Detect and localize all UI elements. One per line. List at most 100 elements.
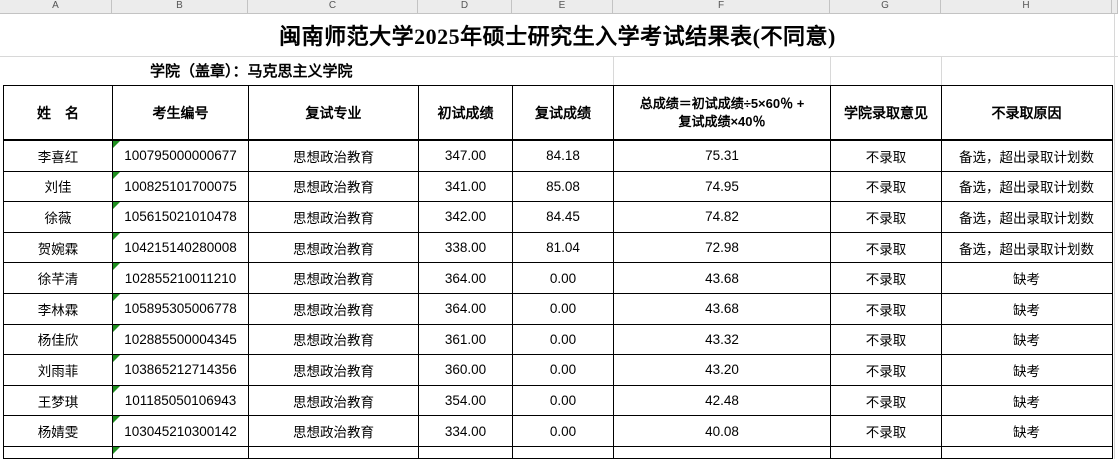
cell-college-opinion[interactable]: 不录取 [831, 263, 942, 293]
cell-reject-reason[interactable]: 缺考 [1013, 333, 1040, 349]
cell-major[interactable]: 思想政治教育 [249, 232, 419, 263]
cell-major[interactable]: 思想政治教育 [249, 293, 419, 324]
cell-reject-reason[interactable]: 缺考 [1013, 363, 1040, 379]
cell-retest-score[interactable]: 0.00 [513, 263, 614, 293]
header-retest-score[interactable]: 复试成绩 [513, 86, 614, 139]
cell-candidate-id[interactable]: 104215140280008 [113, 232, 249, 263]
cell-name[interactable]: 王梦琪 [4, 385, 113, 416]
header-initial-score[interactable]: 初试成绩 [419, 86, 513, 139]
cell-college-opinion[interactable] [831, 446, 942, 458]
column-header-e[interactable]: E [512, 0, 613, 13]
cell-total-score[interactable]: 43.20 [614, 355, 831, 385]
cell-college-opinion[interactable]: 不录取 [831, 141, 942, 171]
cell-candidate-id[interactable]: 100795000000677 [113, 141, 249, 171]
cell-major[interactable]: 思想政治教育 [249, 202, 419, 232]
cell-name[interactable] [4, 446, 113, 458]
cell-retest-score[interactable]: 0.00 [513, 385, 614, 416]
cell-college-opinion[interactable]: 不录取 [831, 385, 942, 416]
header-reject-reason[interactable]: 不录取原因 [991, 104, 1062, 121]
cell-total-score[interactable]: 72.98 [614, 232, 831, 263]
header-name[interactable]: 姓 名 [4, 86, 113, 139]
cell-total-score[interactable]: 75.31 [614, 141, 831, 171]
cell-name[interactable]: 杨婧雯 [4, 416, 113, 446]
cell-total-score[interactable]: 74.95 [614, 171, 831, 202]
cell-retest-score[interactable]: 85.08 [513, 171, 614, 202]
cell-candidate-id[interactable] [113, 446, 249, 458]
column-header-h[interactable]: H [941, 0, 1112, 13]
cell-name[interactable]: 贺婉霖 [4, 232, 113, 263]
cell-total-score[interactable]: 43.32 [614, 324, 831, 355]
cell-retest-score[interactable]: 84.45 [513, 202, 614, 232]
cell-retest-score[interactable]: 84.18 [513, 141, 614, 171]
cell-major[interactable]: 思想政治教育 [249, 324, 419, 355]
cell-major[interactable]: 思想政治教育 [249, 355, 419, 385]
cell-initial-score[interactable]: 361.00 [419, 324, 513, 355]
cell-reject-reason[interactable] [942, 447, 1111, 458]
cell-major[interactable]: 思想政治教育 [249, 141, 419, 171]
cell-retest-score[interactable]: 0.00 [513, 324, 614, 355]
cell-candidate-id[interactable]: 105895305006778 [113, 293, 249, 324]
cell-name[interactable]: 李喜红 [4, 141, 113, 171]
cell-college-opinion[interactable]: 不录取 [831, 232, 942, 263]
cell-college-opinion[interactable]: 不录取 [831, 293, 942, 324]
column-header-c[interactable]: C [248, 0, 418, 13]
cell-initial-score[interactable]: 347.00 [419, 141, 513, 171]
cell-major[interactable]: 思想政治教育 [249, 385, 419, 416]
header-candidate-id[interactable]: 考生编号 [113, 86, 249, 139]
cell-retest-score[interactable]: 0.00 [513, 293, 614, 324]
cell-major[interactable]: 思想政治教育 [249, 171, 419, 202]
cell-name[interactable]: 刘雨菲 [4, 355, 113, 385]
cell-major[interactable] [249, 446, 419, 458]
cell-retest-score[interactable]: 0.00 [513, 416, 614, 446]
column-header-a[interactable]: A [0, 0, 112, 13]
cell-college-opinion[interactable]: 不录取 [831, 416, 942, 446]
header-major[interactable]: 复试专业 [249, 86, 419, 139]
cell-total-score[interactable] [614, 446, 831, 458]
cell-candidate-id[interactable]: 102885500004345 [113, 324, 249, 355]
cell-retest-score[interactable] [513, 446, 614, 458]
cell-candidate-id[interactable]: 101185050106943 [113, 385, 249, 416]
cell-initial-score[interactable]: 364.00 [419, 293, 513, 324]
cell-initial-score[interactable]: 334.00 [419, 416, 513, 446]
cell-candidate-id[interactable]: 105615021010478 [113, 202, 249, 232]
cell-name[interactable]: 徐芊清 [4, 263, 113, 293]
column-header-f[interactable]: F [613, 0, 830, 13]
cell-reject-reason[interactable]: 备选，超出录取计划数 [959, 241, 1094, 257]
cell-reject-reason[interactable]: 备选，超出录取计划数 [959, 180, 1094, 196]
cell-total-score[interactable]: 74.82 [614, 202, 831, 232]
cell-major[interactable]: 思想政治教育 [249, 263, 419, 293]
cell-reject-reason[interactable]: 缺考 [1013, 394, 1040, 410]
cell-major[interactable]: 思想政治教育 [249, 416, 419, 446]
cell-name[interactable]: 李林霖 [4, 293, 113, 324]
cell-initial-score[interactable] [419, 446, 513, 458]
cell-reject-reason[interactable]: 缺考 [1013, 272, 1040, 288]
cell-initial-score[interactable]: 338.00 [419, 232, 513, 263]
cell-total-score[interactable]: 42.48 [614, 385, 831, 416]
cell-initial-score[interactable]: 364.00 [419, 263, 513, 293]
cell-reject-reason[interactable]: 备选，超出录取计划数 [959, 149, 1094, 165]
college-stamp-cell[interactable]: 学院（盖章）：马克思主义学院 [150, 62, 353, 80]
cell-candidate-id[interactable]: 103865212714356 [113, 355, 249, 385]
cell-initial-score[interactable]: 341.00 [419, 171, 513, 202]
cell-candidate-id[interactable]: 100825101700075 [113, 171, 249, 202]
cell-name[interactable]: 刘佳 [4, 171, 113, 202]
cell-initial-score[interactable]: 360.00 [419, 355, 513, 385]
cell-retest-score[interactable]: 81.04 [513, 232, 614, 263]
header-total-formula[interactable]: 总成绩＝初试成绩÷5×60％ + 复试成绩×40％ [614, 86, 831, 139]
cell-reject-reason[interactable]: 缺考 [1013, 425, 1040, 441]
cell-reject-reason[interactable]: 备选，超出录取计划数 [959, 210, 1094, 226]
cell-retest-score[interactable]: 0.00 [513, 355, 614, 385]
cell-college-opinion[interactable]: 不录取 [831, 324, 942, 355]
cell-name[interactable]: 徐薇 [4, 202, 113, 232]
cell-candidate-id[interactable]: 102855210011210 [113, 263, 249, 293]
cell-total-score[interactable]: 43.68 [614, 263, 831, 293]
column-header-b[interactable]: B [112, 0, 248, 13]
sheet-title-cell[interactable]: 闽南师范大学2025年硕士研究生入学考试结果表(不同意) [279, 24, 836, 49]
cell-reject-reason[interactable]: 缺考 [1013, 302, 1040, 318]
cell-college-opinion[interactable]: 不录取 [831, 202, 942, 232]
header-college-opinion[interactable]: 学院录取意见 [831, 86, 942, 139]
cell-total-score[interactable]: 40.08 [614, 416, 831, 446]
cell-college-opinion[interactable]: 不录取 [831, 171, 942, 202]
cell-initial-score[interactable]: 354.00 [419, 385, 513, 416]
cell-name[interactable]: 杨佳欣 [4, 324, 113, 355]
